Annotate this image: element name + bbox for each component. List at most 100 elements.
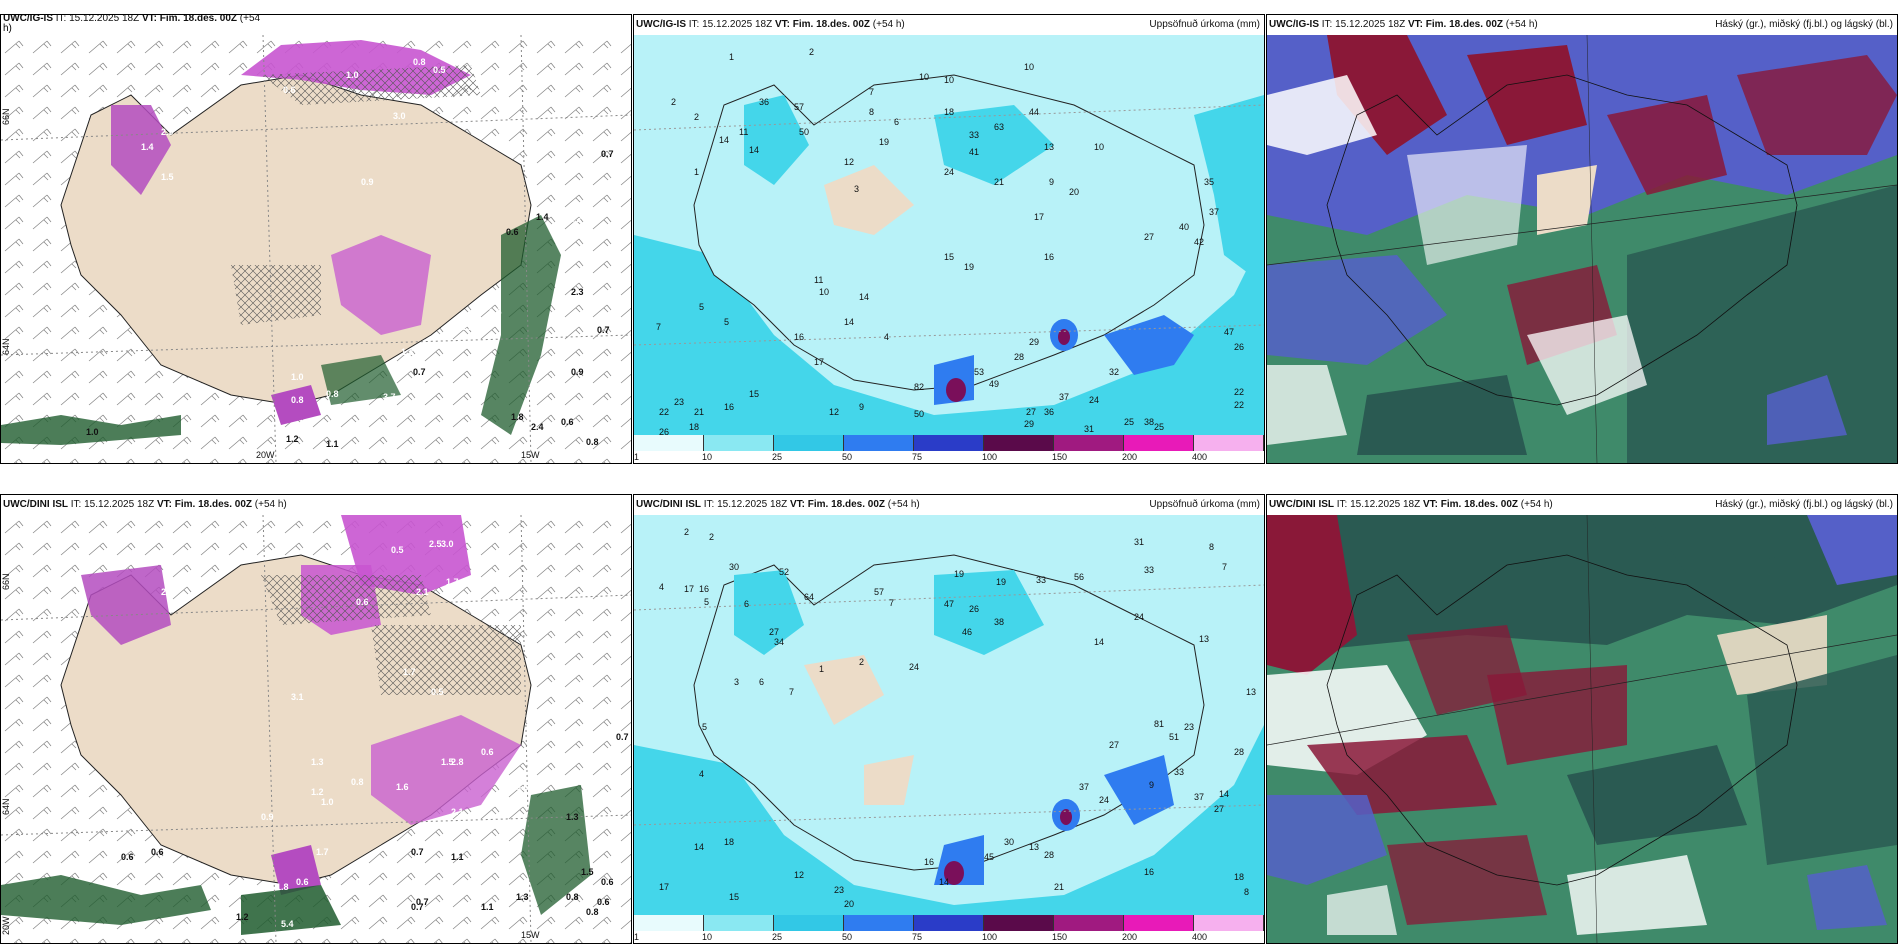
value-label: 14	[694, 842, 704, 852]
value-label: 33	[1036, 575, 1046, 585]
value-label: 8	[869, 107, 874, 117]
value-label: 18	[944, 107, 954, 117]
value-label: 5	[702, 722, 707, 732]
lead-time: (+54 h)	[872, 19, 905, 30]
value-label: 27	[1214, 804, 1224, 814]
map-wind-precip[interactable]: 66N 64N 20W 15W 2.5 3.0 0.5 2.9 2.1 1.7 …	[1, 515, 631, 943]
value-label: 29	[1024, 419, 1034, 429]
value-label: 2	[709, 532, 714, 542]
precip-values: 1.0 0.8 0.5 0.6 2.9 1.4 1.5 0.9 3.0 0.7 …	[86, 57, 614, 449]
panel-title: UWC/IG-IS IT: 15.12.2025 18Z VT: Fim. 18…	[3, 14, 627, 27]
value-label: 25	[1154, 422, 1164, 432]
value-label: 26	[659, 427, 669, 437]
map-wind-precip[interactable]: 66N 64N 20W 15W 1.0 0.8 0.5 0.6 2.9 1.4 …	[1, 35, 631, 463]
lat-label: 64N	[1, 798, 11, 815]
value-label: 4	[659, 582, 664, 592]
value-label: 38	[1144, 417, 1154, 427]
lead-time-wrap: h)	[3, 23, 12, 34]
map-precip[interactable]: 1 2 2 2 11 14 3 8 36 57 50 7 6 10 10 10 …	[634, 35, 1264, 443]
panel-title: UWC/IG-IS IT: 15.12.2025 18Z VT: Fim. 18…	[636, 19, 1260, 33]
value-label: 10	[1094, 142, 1104, 152]
lat-label: 64N	[1, 338, 11, 355]
value-label: 0.6	[506, 227, 519, 237]
value-label: 41	[969, 147, 979, 157]
value-label: 63	[994, 122, 1004, 132]
value-label: 37	[1059, 392, 1069, 402]
map-clouds[interactable]	[1267, 515, 1897, 943]
lon-label: 15W	[521, 930, 540, 940]
value-label: 24	[1134, 612, 1144, 622]
value-label: 18	[1234, 872, 1244, 882]
value-label: 45	[984, 852, 994, 862]
value-label: 3.6	[516, 782, 529, 792]
value-label: 25	[1124, 417, 1134, 427]
precip-values: 2.5 3.0 0.5 2.9 2.1 1.7 0.6 3.1 0.5 1.7 …	[121, 539, 629, 929]
colorbar-label: 10	[702, 932, 713, 942]
value-label: 0.7	[597, 325, 610, 335]
value-label: 29	[1029, 337, 1039, 347]
value-label: 49	[989, 379, 999, 389]
value-label: 10	[944, 75, 954, 85]
value-label: 5	[704, 597, 709, 607]
value-label: 0.9	[361, 177, 374, 187]
value-label: 37	[1079, 782, 1089, 792]
value-label: 13	[1029, 842, 1039, 852]
colorbar: 1 10 25 50 75 100 150 200 400	[634, 915, 1264, 943]
map-precip[interactable]: 2 2 4 17 16 30 5 6 27 52 34 64 57 7 19 1…	[634, 515, 1264, 923]
value-label: 21	[994, 177, 1004, 187]
init-time: IT: 15.12.2025 18Z	[703, 499, 788, 510]
value-label: 2	[694, 112, 699, 122]
value-label: 15	[749, 389, 759, 399]
value-label: 27	[769, 627, 779, 637]
value-label: 12	[829, 407, 839, 417]
colorbar-label: 25	[772, 932, 783, 942]
value-label: 1.2	[311, 787, 324, 797]
precip-values: 2 2 4 17 16 30 5 6 27 52 34 64 57 7 19 1…	[659, 527, 1256, 909]
value-label: 47	[944, 599, 954, 609]
init-time: IT: 15.12.2025 18Z	[1336, 499, 1421, 510]
panel-title: UWC/IG-IS IT: 15.12.2025 18Z VT: Fim. 18…	[1269, 19, 1893, 33]
value-label: 44	[1029, 107, 1039, 117]
value-label: 1.4	[141, 142, 154, 152]
value-label: 14	[859, 292, 869, 302]
value-label: 13	[1199, 634, 1209, 644]
value-label: 1	[819, 664, 824, 674]
value-label: 3	[734, 677, 739, 687]
value-label: 6	[759, 677, 764, 687]
colorbar-label: 100	[982, 932, 998, 942]
value-label: 11	[814, 275, 823, 285]
model-name: UWC/IG-IS	[3, 14, 53, 24]
value-label: 2.3	[571, 287, 584, 297]
panel-bottom-mid: UWC/DINI ISL IT: 15.12.2025 18Z VT: Fim.…	[633, 494, 1265, 944]
value-label: 0.7	[411, 902, 424, 912]
value-label: 2	[671, 97, 676, 107]
map-svg	[1267, 515, 1897, 943]
lon-label: 20W	[256, 450, 275, 460]
value-label: 82	[914, 382, 924, 392]
colorbar-label: 150	[1052, 932, 1068, 942]
value-label: 50	[914, 409, 924, 419]
value-label: 2.1	[416, 587, 429, 597]
panel-title: UWC/DINI ISL IT: 15.12.2025 18Z VT: Fim.…	[1269, 499, 1893, 513]
value-label: 7	[1222, 562, 1227, 572]
value-label: 0.6	[121, 852, 134, 862]
colorbar-cell	[704, 435, 774, 451]
colorbar-cell	[1124, 915, 1194, 931]
value-label: 18	[724, 837, 734, 847]
value-label: 0.8	[351, 777, 364, 787]
value-label: 23	[674, 397, 684, 407]
value-label: 26	[969, 604, 979, 614]
colorbar-label: 100	[982, 452, 998, 462]
init-time: IT: 15.12.2025 18Z	[688, 19, 773, 30]
value-label: 1.3	[401, 347, 414, 357]
map-clouds[interactable]	[1267, 35, 1897, 463]
value-label: 1.0	[321, 797, 334, 807]
value-label: 0.6	[356, 597, 369, 607]
value-label: 7	[656, 322, 661, 332]
lat-lon-labels: 66N 64N 20W 15W	[1, 108, 540, 460]
value-label: 16	[1144, 867, 1154, 877]
panel-title: UWC/DINI ISL IT: 15.12.2025 18Z VT: Fim.…	[636, 499, 1260, 513]
value-label: 0.5	[433, 65, 446, 75]
colorbar-cell	[1194, 915, 1264, 931]
value-label: 1.7	[446, 577, 459, 587]
